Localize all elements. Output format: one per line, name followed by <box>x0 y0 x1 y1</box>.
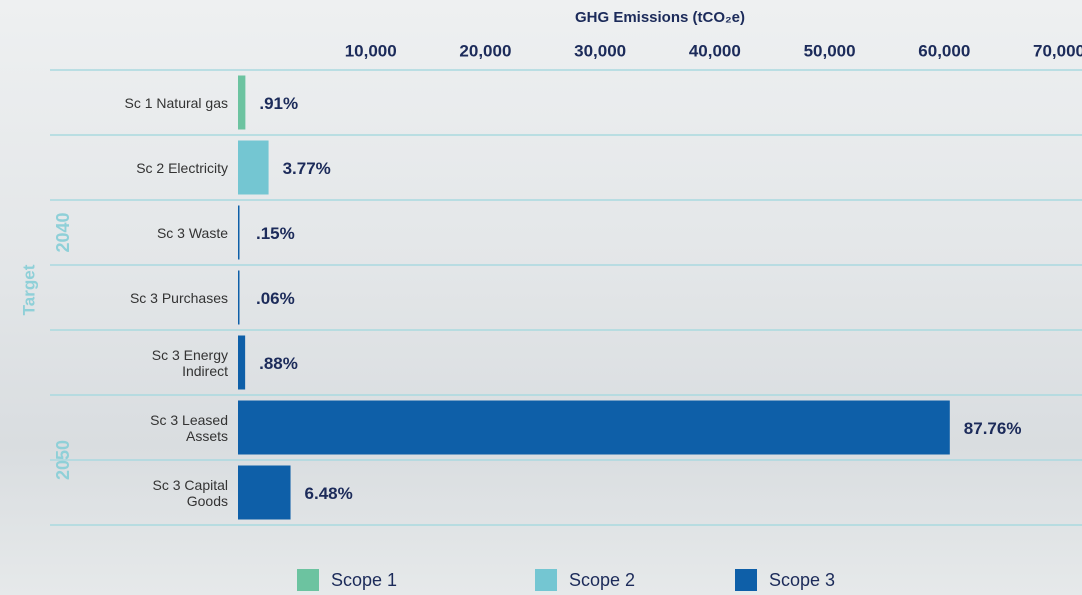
x-tick-label: 20,000 <box>459 41 511 60</box>
y-tick-label: Sc 3 Energy Indirect <box>38 347 228 379</box>
legend-label: Scope 3 <box>769 570 835 590</box>
y-tick-label: Sc 3 Capital Goods <box>38 477 228 509</box>
y-tick-label: Sc 1 Natural gas <box>38 95 228 111</box>
legend-label: Scope 2 <box>569 570 635 590</box>
value-label: 3.77% <box>283 159 331 178</box>
category-labels: Sc 1 Natural gas Sc 2 Electricity Sc 3 Was… <box>36 0 228 595</box>
bar <box>238 401 950 455</box>
bar <box>238 141 269 195</box>
bar <box>238 336 245 390</box>
value-label: .91% <box>259 94 298 113</box>
value-label: .06% <box>256 289 295 308</box>
legend-swatch <box>535 569 557 591</box>
legend-swatch <box>297 569 319 591</box>
y-tick-label: Sc 2 Electricity <box>38 160 228 176</box>
x-axis-title: GHG Emissions (tCO₂e) <box>575 9 745 26</box>
x-tick-label: 60,000 <box>918 41 970 60</box>
x-tick-label: 70,000 <box>1033 41 1082 60</box>
bar <box>238 466 291 520</box>
bar <box>238 206 240 260</box>
value-label: 6.48% <box>305 484 353 503</box>
value-label: 87.76% <box>964 419 1022 438</box>
x-tick-label: 30,000 <box>574 41 626 60</box>
legend-swatch <box>735 569 757 591</box>
x-tick-label: 50,000 <box>804 41 856 60</box>
y-tick-label: Sc 3 Waste <box>38 225 228 241</box>
y-tick-label: Sc 3 Leased Assets <box>38 412 228 444</box>
legend-label: Scope 1 <box>331 570 397 590</box>
bar <box>238 76 245 130</box>
bar <box>238 271 240 325</box>
x-tick-label: 40,000 <box>689 41 741 60</box>
value-label: .15% <box>256 224 295 243</box>
chart-page: GHG Emissions (tCO₂e) Target 10,00020,00… <box>0 0 1082 595</box>
y-tick-label: Sc 3 Purchases <box>38 290 228 306</box>
value-label: .88% <box>259 354 298 373</box>
x-tick-label: 10,000 <box>345 41 397 60</box>
